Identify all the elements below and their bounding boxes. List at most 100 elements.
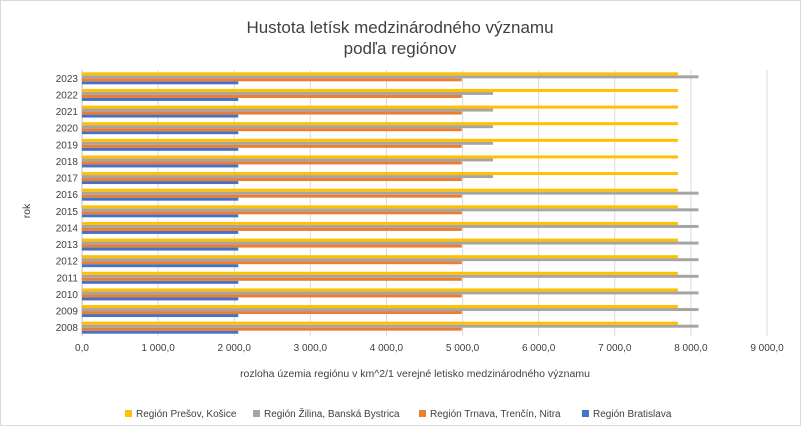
bar xyxy=(82,314,239,318)
x-tick-label: 1 000,0 xyxy=(141,343,175,354)
bar xyxy=(82,111,462,115)
x-tick-label: 9 000,0 xyxy=(750,343,784,354)
y-tick-label: 2017 xyxy=(56,174,79,185)
y-tick-label: 2009 xyxy=(56,307,79,318)
bar xyxy=(82,122,678,126)
bar xyxy=(82,72,678,76)
bar xyxy=(82,194,462,198)
legend-swatch xyxy=(582,410,589,417)
bar xyxy=(82,205,678,209)
bar xyxy=(82,88,678,92)
x-tick-label: 6 000,0 xyxy=(522,343,556,354)
y-tick-label: 2022 xyxy=(56,90,79,101)
bar xyxy=(82,197,239,201)
bar xyxy=(82,81,239,85)
bar xyxy=(82,327,462,331)
bar xyxy=(82,291,699,295)
bar xyxy=(82,208,699,212)
bar xyxy=(82,108,493,112)
bar xyxy=(82,175,493,179)
legend-swatch xyxy=(419,410,426,417)
bar xyxy=(82,294,462,298)
legend-label: Región Prešov, Košice xyxy=(136,409,237,420)
y-tick-label: 2013 xyxy=(56,240,79,251)
x-tick-label: 2 000,0 xyxy=(218,343,252,354)
legend-label: Región Bratislava xyxy=(593,409,672,420)
bar xyxy=(82,138,678,142)
bar xyxy=(82,155,678,159)
chart-title: Hustota letísk medzinárodného významu xyxy=(246,18,553,37)
bar xyxy=(82,97,239,101)
y-tick-label: 2015 xyxy=(56,207,79,218)
bar xyxy=(82,105,678,109)
bar xyxy=(82,75,699,79)
bar xyxy=(82,297,239,301)
bar xyxy=(82,144,462,148)
y-axis-title: rok xyxy=(21,203,33,218)
y-tick-label: 2018 xyxy=(56,157,79,168)
bar xyxy=(82,308,699,312)
x-axis-ticks: 0,0 1 000,0 2 000,0 3 000,0 4 000,0 5 000,0 6 … xyxy=(75,343,784,354)
bar xyxy=(82,261,462,265)
bar xyxy=(82,164,239,168)
bar xyxy=(82,141,493,145)
y-tick-label: 2008 xyxy=(56,323,79,334)
bar xyxy=(82,161,462,165)
bar xyxy=(82,181,239,185)
chart-subtitle: podľa regiónov xyxy=(344,39,457,58)
bar xyxy=(82,258,699,262)
legend-label: Región Trnava, Trenčín, Nitra xyxy=(430,409,561,420)
x-tick-label: 8 000,0 xyxy=(674,343,708,354)
bar xyxy=(82,305,678,309)
y-tick-label: 2016 xyxy=(56,190,79,201)
bar xyxy=(82,94,462,98)
bar xyxy=(82,147,239,151)
x-tick-label: 3 000,0 xyxy=(294,343,328,354)
bar xyxy=(82,188,678,192)
legend: Región Prešov, Košice Región Žilina, Bans… xyxy=(125,407,672,420)
bar xyxy=(82,311,462,315)
bar xyxy=(82,280,239,284)
bar xyxy=(82,114,239,118)
bar xyxy=(82,172,678,176)
bar xyxy=(82,238,678,242)
y-tick-label: 2019 xyxy=(56,140,79,151)
bar xyxy=(82,324,699,328)
bar xyxy=(82,78,462,82)
bar xyxy=(82,247,239,251)
y-tick-label: 2021 xyxy=(56,107,79,118)
bar xyxy=(82,271,678,275)
x-tick-label: 7 000,0 xyxy=(598,343,632,354)
x-axis-title: rozloha územia regiónu v km^2/1 verejné … xyxy=(240,368,590,380)
bar xyxy=(82,125,493,129)
bar xyxy=(82,330,239,334)
bar xyxy=(82,241,699,245)
bar xyxy=(82,128,462,132)
bar xyxy=(82,274,699,278)
bar xyxy=(82,178,462,182)
legend-swatch xyxy=(253,410,260,417)
legend-swatch xyxy=(125,410,132,417)
bar xyxy=(82,255,678,259)
y-tick-label: 2020 xyxy=(56,124,79,135)
bars xyxy=(82,72,699,334)
x-tick-label: 0,0 xyxy=(75,343,89,354)
bar xyxy=(82,211,462,215)
bar xyxy=(82,91,493,95)
bar xyxy=(82,214,239,218)
bar xyxy=(82,230,239,234)
bar xyxy=(82,224,699,228)
y-tick-label: 2012 xyxy=(56,257,79,268)
y-tick-label: 2014 xyxy=(56,223,79,234)
bar xyxy=(82,191,699,195)
bar xyxy=(82,288,678,292)
legend-label: Región Žilina, Banská Bystrica xyxy=(264,407,400,420)
bar xyxy=(82,131,239,135)
bar xyxy=(82,264,239,268)
bar xyxy=(82,244,462,248)
y-tick-label: 2011 xyxy=(56,273,78,284)
y-axis-ticks: 2008 2009 2010 2011 2012 2013 2014 2015 2016 2017… xyxy=(56,74,79,334)
bar xyxy=(82,221,678,225)
bar xyxy=(82,321,678,325)
